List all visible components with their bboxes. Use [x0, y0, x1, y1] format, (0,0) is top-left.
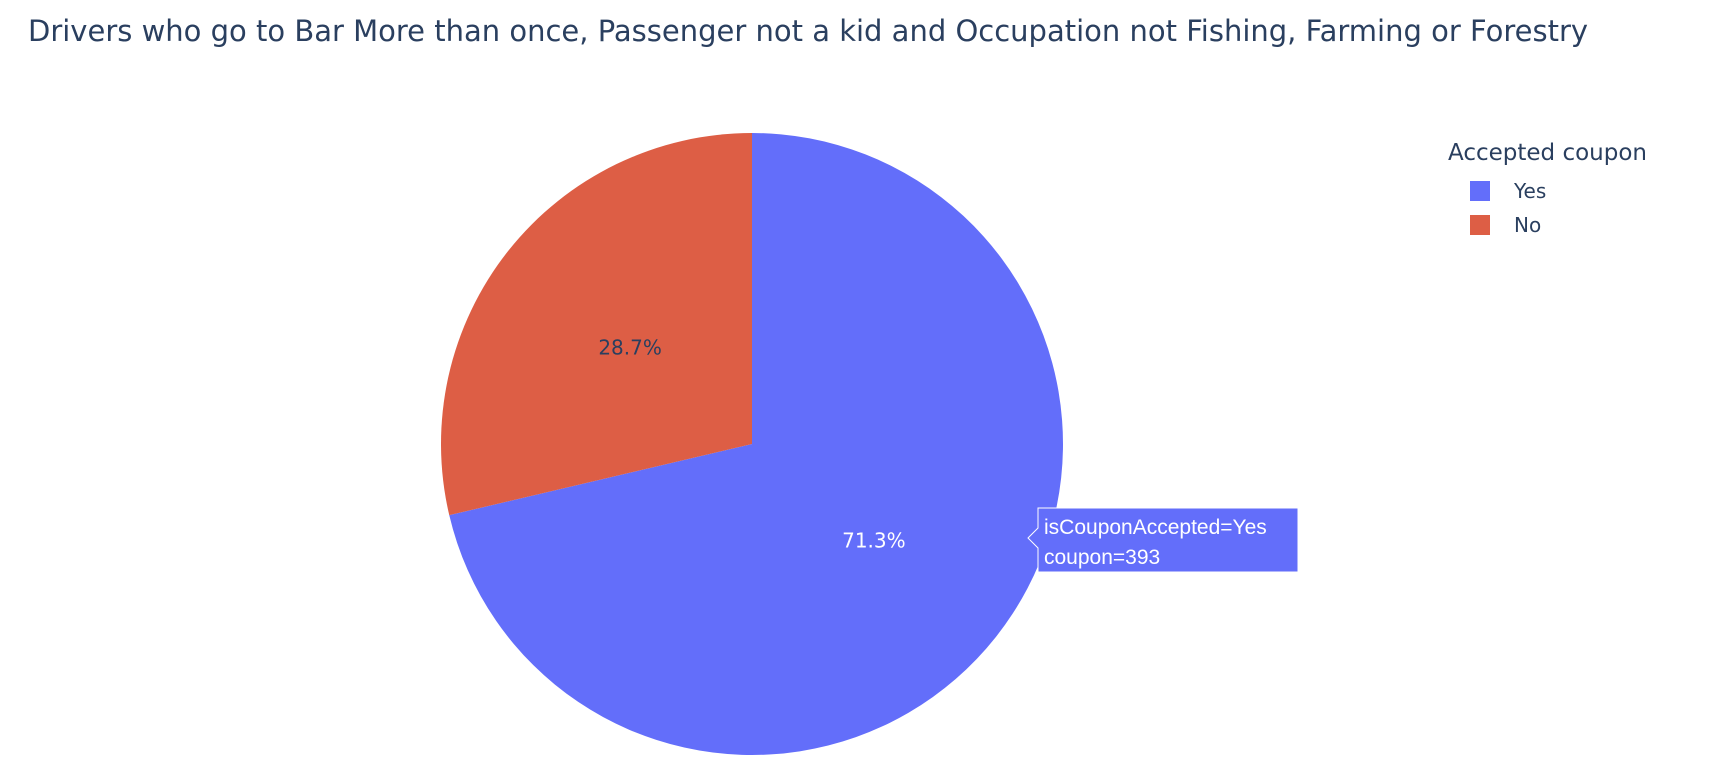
- legend-item-yes[interactable]: Yes: [1470, 174, 1647, 208]
- legend-swatch: [1470, 181, 1490, 201]
- slice-percent-label-yes: 71.3%: [842, 529, 906, 553]
- hover-tooltip: isCouponAccepted=Yes coupon=393: [1027, 507, 1299, 573]
- pie-slice-no[interactable]: [441, 133, 752, 516]
- hover-tooltip-line: isCouponAccepted=Yes: [1044, 516, 1267, 539]
- legend-title: Accepted coupon: [1448, 140, 1647, 166]
- pie-slice-yes[interactable]: [449, 133, 1063, 756]
- slice-percent-label-no: 28.7%: [598, 335, 662, 359]
- legend-label: Yes: [1514, 179, 1547, 203]
- legend-label: No: [1514, 213, 1542, 237]
- chart-title: Drivers who go to Bar More than once, Pa…: [28, 14, 1589, 48]
- legend-swatch: [1470, 215, 1490, 235]
- hover-tooltip-line: coupon=393: [1044, 546, 1160, 569]
- legend: Accepted coupon Yes No: [1448, 140, 1647, 242]
- hover-tooltip-box: [1027, 507, 1299, 573]
- legend-item-no[interactable]: No: [1470, 208, 1647, 242]
